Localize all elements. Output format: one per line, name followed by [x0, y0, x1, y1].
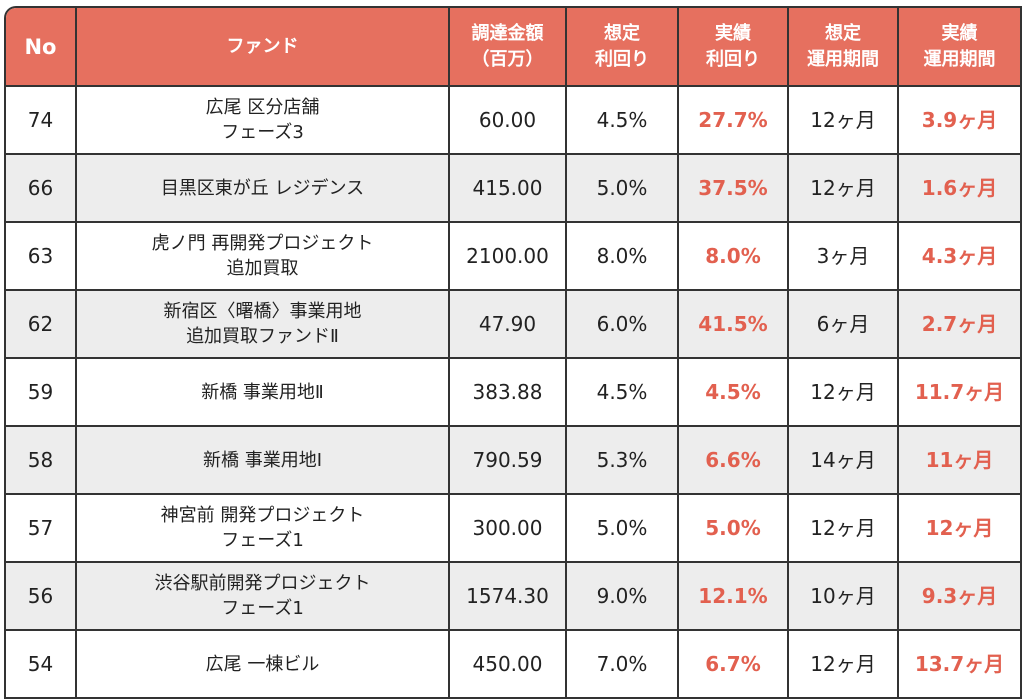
cell-expected-period: 6ヶ月 — [789, 291, 899, 359]
cell-actual-period: 12ヶ月 — [899, 495, 1022, 563]
cell-fund: 広尾 区分店舗 フェーズ3 — [77, 87, 450, 155]
cell-amount: 60.00 — [450, 87, 567, 155]
header-fund: ファンド — [77, 8, 450, 87]
cell-fund: 新橋 事業用地Ⅰ — [77, 427, 450, 495]
cell-fund: 虎ノ門 再開発プロジェクト 追加買取 — [77, 223, 450, 291]
cell-no: 63 — [6, 223, 77, 291]
header-no: No — [6, 8, 77, 87]
cell-no: 74 — [6, 87, 77, 155]
cell-actual-period: 13.7ヶ月 — [899, 631, 1022, 699]
cell-expected-period: 12ヶ月 — [789, 359, 899, 427]
cell-actual-yield: 4.5% — [679, 359, 789, 427]
cell-no: 56 — [6, 563, 77, 631]
header-actual-period: 実績 運用期間 — [899, 8, 1022, 87]
cell-expected-period: 12ヶ月 — [789, 155, 899, 223]
cell-no: 59 — [6, 359, 77, 427]
table-row: 59 新橋 事業用地Ⅱ 383.88 4.5% 4.5% 12ヶ月 11.7ヶ月 — [6, 359, 1022, 427]
cell-no: 66 — [6, 155, 77, 223]
cell-actual-period: 3.9ヶ月 — [899, 87, 1022, 155]
cell-actual-yield: 27.7% — [679, 87, 789, 155]
table-row: 57 神宮前 開発プロジェクト フェーズ1 300.00 5.0% 5.0% 12ヶ月 12… — [6, 495, 1022, 563]
cell-expected-yield: 5.0% — [567, 495, 679, 563]
cell-no: 58 — [6, 427, 77, 495]
header-amount: 調達金額 （百万） — [450, 8, 567, 87]
cell-amount: 383.88 — [450, 359, 567, 427]
cell-amount: 47.90 — [450, 291, 567, 359]
cell-no: 57 — [6, 495, 77, 563]
table-row: 54 広尾 一棟ビル 450.00 7.0% 6.7% 12ヶ月 13.7ヶ月 — [6, 631, 1022, 699]
cell-actual-yield: 5.0% — [679, 495, 789, 563]
cell-actual-yield: 8.0% — [679, 223, 789, 291]
table-row: 56 渋谷駅前開発プロジェクト フェーズ1 1574.30 9.0% 12.1% 10ヶ月… — [6, 563, 1022, 631]
cell-expected-yield: 7.0% — [567, 631, 679, 699]
cell-actual-yield: 12.1% — [679, 563, 789, 631]
cell-expected-period: 12ヶ月 — [789, 631, 899, 699]
cell-expected-period: 12ヶ月 — [789, 495, 899, 563]
cell-actual-period: 11.7ヶ月 — [899, 359, 1022, 427]
cell-expected-yield: 8.0% — [567, 223, 679, 291]
table-row: 74 広尾 区分店舗 フェーズ3 60.00 4.5% 27.7% 12ヶ月 3.9ヶ月 — [6, 87, 1022, 155]
cell-actual-yield: 6.7% — [679, 631, 789, 699]
cell-expected-period: 3ヶ月 — [789, 223, 899, 291]
cell-actual-yield: 41.5% — [679, 291, 789, 359]
table-row: 66 目黒区東が丘 レジデンス 415.00 5.0% 37.5% 12ヶ月 1.6ヶ月 — [6, 155, 1022, 223]
cell-expected-period: 14ヶ月 — [789, 427, 899, 495]
header-row: No ファンド 調達金額 （百万） 想定 利回り 実績 利回り 想定 運用期間 … — [6, 8, 1022, 87]
cell-expected-period: 12ヶ月 — [789, 87, 899, 155]
fund-results-table: No ファンド 調達金額 （百万） 想定 利回り 実績 利回り 想定 運用期間 … — [4, 6, 1022, 699]
cell-fund: 渋谷駅前開発プロジェクト フェーズ1 — [77, 563, 450, 631]
cell-expected-yield: 6.0% — [567, 291, 679, 359]
cell-fund: 目黒区東が丘 レジデンス — [77, 155, 450, 223]
cell-amount: 790.59 — [450, 427, 567, 495]
cell-actual-yield: 6.6% — [679, 427, 789, 495]
cell-no: 62 — [6, 291, 77, 359]
cell-fund: 新宿区〈曙橋〉事業用地 追加買取ファンドⅡ — [77, 291, 450, 359]
cell-fund: 広尾 一棟ビル — [77, 631, 450, 699]
header-expected-yield: 想定 利回り — [567, 8, 679, 87]
cell-amount: 450.00 — [450, 631, 567, 699]
cell-expected-yield: 5.3% — [567, 427, 679, 495]
cell-actual-period: 9.3ヶ月 — [899, 563, 1022, 631]
cell-actual-period: 4.3ヶ月 — [899, 223, 1022, 291]
cell-actual-period: 2.7ヶ月 — [899, 291, 1022, 359]
header-actual-yield: 実績 利回り — [679, 8, 789, 87]
cell-expected-yield: 5.0% — [567, 155, 679, 223]
cell-amount: 2100.00 — [450, 223, 567, 291]
cell-expected-yield: 9.0% — [567, 563, 679, 631]
cell-actual-yield: 37.5% — [679, 155, 789, 223]
cell-amount: 1574.30 — [450, 563, 567, 631]
cell-amount: 300.00 — [450, 495, 567, 563]
cell-amount: 415.00 — [450, 155, 567, 223]
cell-actual-period: 1.6ヶ月 — [899, 155, 1022, 223]
cell-actual-period: 11ヶ月 — [899, 427, 1022, 495]
cell-fund: 新橋 事業用地Ⅱ — [77, 359, 450, 427]
table-row: 63 虎ノ門 再開発プロジェクト 追加買取 2100.00 8.0% 8.0% 3ヶ月 4.… — [6, 223, 1022, 291]
cell-expected-period: 10ヶ月 — [789, 563, 899, 631]
table-row: 58 新橋 事業用地Ⅰ 790.59 5.3% 6.6% 14ヶ月 11ヶ月 — [6, 427, 1022, 495]
cell-no: 54 — [6, 631, 77, 699]
cell-expected-yield: 4.5% — [567, 359, 679, 427]
table-row: 62 新宿区〈曙橋〉事業用地 追加買取ファンドⅡ 47.90 6.0% 41.5% 6ヶ月… — [6, 291, 1022, 359]
cell-fund: 神宮前 開発プロジェクト フェーズ1 — [77, 495, 450, 563]
cell-expected-yield: 4.5% — [567, 87, 679, 155]
header-expected-period: 想定 運用期間 — [789, 8, 899, 87]
